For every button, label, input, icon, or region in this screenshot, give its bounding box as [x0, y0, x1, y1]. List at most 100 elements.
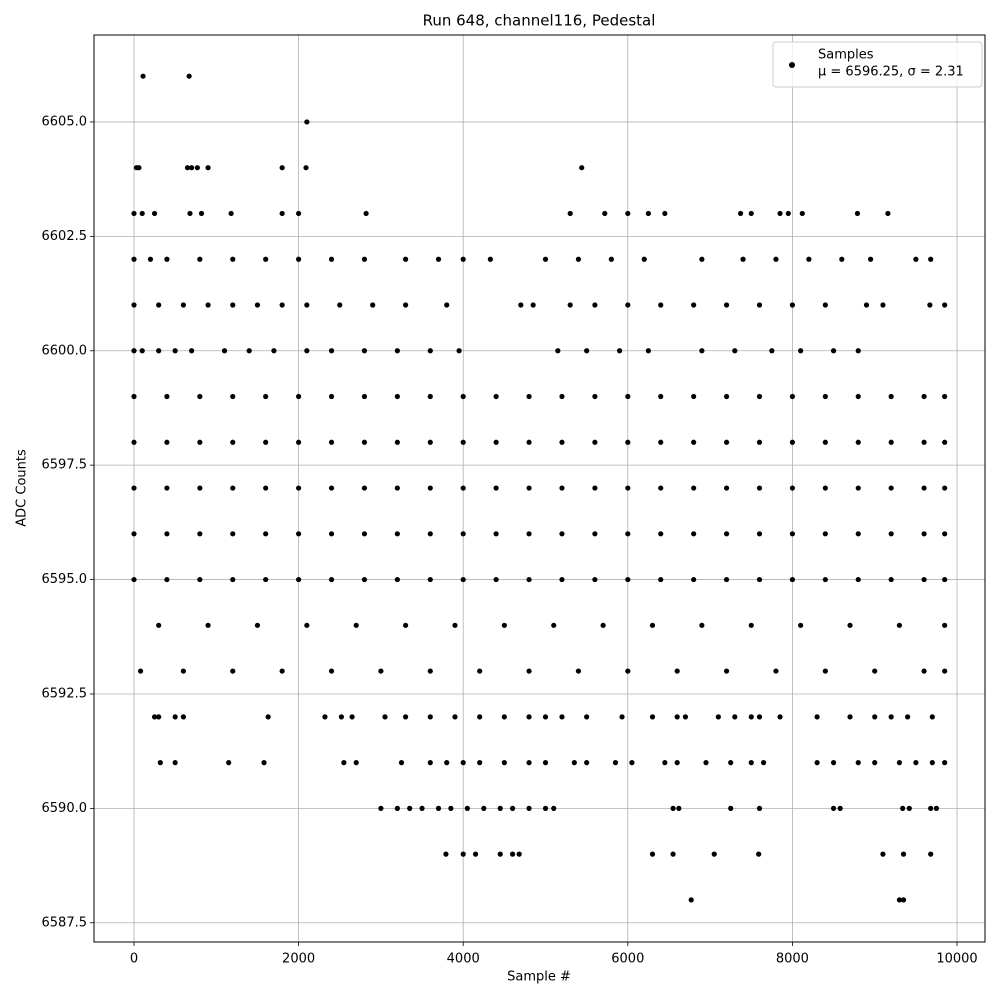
- legend-stats: μ = 6596.25, σ = 2.31: [818, 65, 964, 80]
- data-point: [592, 485, 598, 491]
- data-point: [567, 210, 573, 217]
- data-point: [756, 393, 763, 400]
- data-point: [349, 714, 355, 720]
- data-point: [913, 256, 919, 262]
- data-point: [928, 851, 934, 857]
- data-point: [497, 851, 503, 857]
- data-point: [723, 302, 730, 308]
- data-point: [230, 668, 236, 674]
- data-point: [526, 760, 532, 766]
- data-point: [205, 622, 211, 628]
- data-point: [723, 439, 730, 445]
- y-axis-label: ADC Counts: [15, 449, 30, 527]
- data-point: [501, 760, 507, 766]
- data-point: [353, 622, 359, 628]
- data-point: [394, 805, 400, 811]
- data-point: [427, 393, 433, 400]
- data-point: [785, 210, 791, 217]
- data-point: [625, 393, 631, 400]
- chart-title: Run 648, channel116, Pedestal: [423, 12, 656, 30]
- data-point: [460, 485, 466, 491]
- data-point: [592, 531, 598, 537]
- data-point: [888, 576, 894, 583]
- data-point: [571, 760, 577, 766]
- data-point: [830, 760, 837, 766]
- data-point: [658, 302, 664, 308]
- data-point: [888, 485, 894, 491]
- data-point: [900, 897, 907, 903]
- data-point: [691, 485, 697, 491]
- data-point: [929, 714, 935, 720]
- data-point: [180, 668, 186, 674]
- data-point: [625, 302, 631, 308]
- data-point: [394, 531, 400, 537]
- data-point: [361, 256, 368, 262]
- data-point: [164, 485, 170, 491]
- data-point: [226, 760, 232, 766]
- data-point: [942, 668, 948, 674]
- data-point: [263, 576, 269, 583]
- data-point: [592, 576, 598, 583]
- x-tick-label: 0: [130, 952, 138, 967]
- data-point: [822, 393, 828, 400]
- data-point: [427, 485, 433, 491]
- data-point: [649, 851, 656, 857]
- data-point: [900, 805, 906, 811]
- data-point: [481, 805, 487, 811]
- data-point: [184, 165, 191, 171]
- data-point: [769, 348, 775, 354]
- data-point: [641, 256, 647, 262]
- data-point: [649, 714, 656, 720]
- data-point: [737, 210, 744, 217]
- data-point: [625, 576, 631, 583]
- data-point: [579, 165, 585, 171]
- data-point: [271, 348, 277, 354]
- data-point: [559, 485, 565, 491]
- data-point: [477, 668, 483, 674]
- data-point: [880, 851, 886, 857]
- data-point: [394, 348, 400, 354]
- data-point: [927, 302, 933, 308]
- data-point: [228, 210, 234, 217]
- data-point: [230, 393, 236, 400]
- data-point: [602, 210, 608, 217]
- data-point: [555, 348, 561, 354]
- data-point: [131, 302, 137, 308]
- data-point: [837, 805, 843, 811]
- data-point: [394, 485, 400, 491]
- data-point: [337, 302, 343, 308]
- data-point: [905, 714, 911, 720]
- data-point: [748, 210, 754, 217]
- data-point: [756, 714, 763, 720]
- data-point: [773, 668, 779, 674]
- data-point: [296, 256, 302, 262]
- data-point: [526, 668, 532, 674]
- data-point: [855, 439, 861, 445]
- y-tick-label: 6605.0: [42, 114, 88, 129]
- data-point: [131, 256, 137, 262]
- data-point: [221, 348, 228, 354]
- data-point: [928, 256, 934, 262]
- data-point: [798, 622, 804, 628]
- data-point: [723, 485, 730, 491]
- data-point: [402, 302, 409, 308]
- data-point: [748, 760, 754, 766]
- data-point: [682, 714, 689, 720]
- data-point: [279, 668, 285, 674]
- data-point: [137, 668, 144, 674]
- data-point: [688, 897, 694, 903]
- data-point: [542, 760, 549, 766]
- data-point: [263, 531, 269, 537]
- data-point: [942, 393, 948, 400]
- data-point: [263, 485, 269, 491]
- data-point: [584, 760, 590, 766]
- data-point: [382, 714, 388, 720]
- data-point: [501, 714, 507, 720]
- data-point: [526, 439, 532, 445]
- data-point: [699, 256, 705, 262]
- data-point: [896, 622, 903, 628]
- y-tick-label: 6590.0: [42, 801, 88, 816]
- data-point: [328, 576, 335, 583]
- data-point: [592, 439, 598, 445]
